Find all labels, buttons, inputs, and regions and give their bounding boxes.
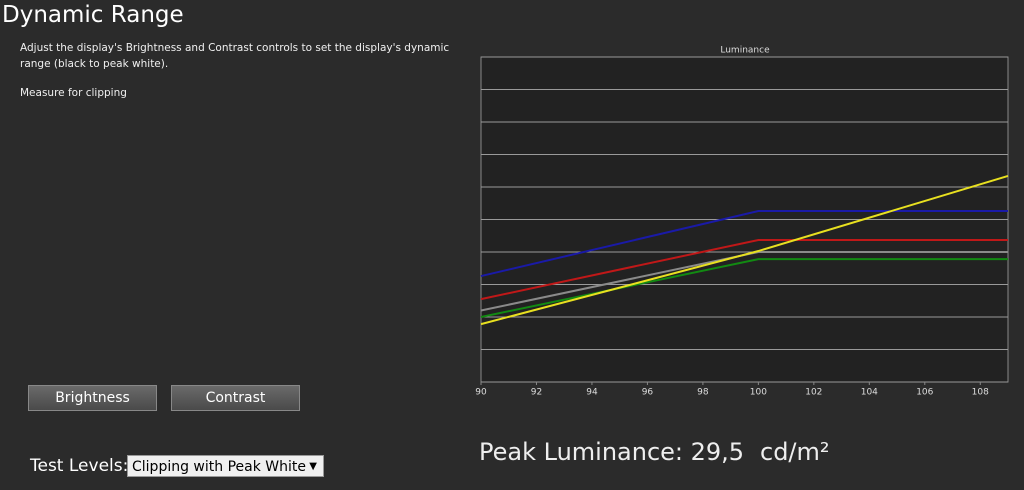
x-tick-label: 104 (861, 388, 878, 398)
contrast-button[interactable]: Contrast (171, 385, 300, 411)
x-tick-label: 96 (642, 388, 654, 398)
x-tick-label: 102 (805, 388, 822, 398)
instruction: Measure for clipping (20, 87, 127, 99)
series-line (480, 174, 1009, 326)
series-line (480, 210, 1008, 278)
peak-luminance: Peak Luminance: 29,5 (479, 438, 745, 466)
description: Adjust the display's Brightness and Cont… (20, 42, 450, 70)
chart-title: Luminance (720, 46, 770, 56)
test-levels-label: Test Levels: (30, 456, 129, 476)
x-tick-label: 94 (586, 388, 598, 398)
dropdown-arrow: ▼ (309, 461, 317, 472)
page-title: Dynamic Range (2, 2, 184, 28)
peak-unit: cd/m² (760, 438, 830, 466)
test-levels-select[interactable]: Clipping with Peak White ▼ (127, 455, 324, 477)
brightness-button[interactable]: Brightness (28, 385, 157, 411)
series-line (480, 258, 1008, 318)
x-tick-label: 108 (972, 388, 989, 398)
x-tick-label: 100 (750, 388, 767, 398)
x-tick-label: 92 (531, 388, 542, 398)
chart: Luminance 90 92 94 96 98 100 102 104 106 108 (475, 46, 1009, 398)
selected-option: Clipping with Peak White (132, 459, 306, 475)
x-tick-label: 90 (475, 388, 487, 398)
series-line (480, 238, 1008, 301)
x-tick-label: 106 (916, 388, 933, 398)
x-tick-label: 98 (697, 388, 709, 398)
